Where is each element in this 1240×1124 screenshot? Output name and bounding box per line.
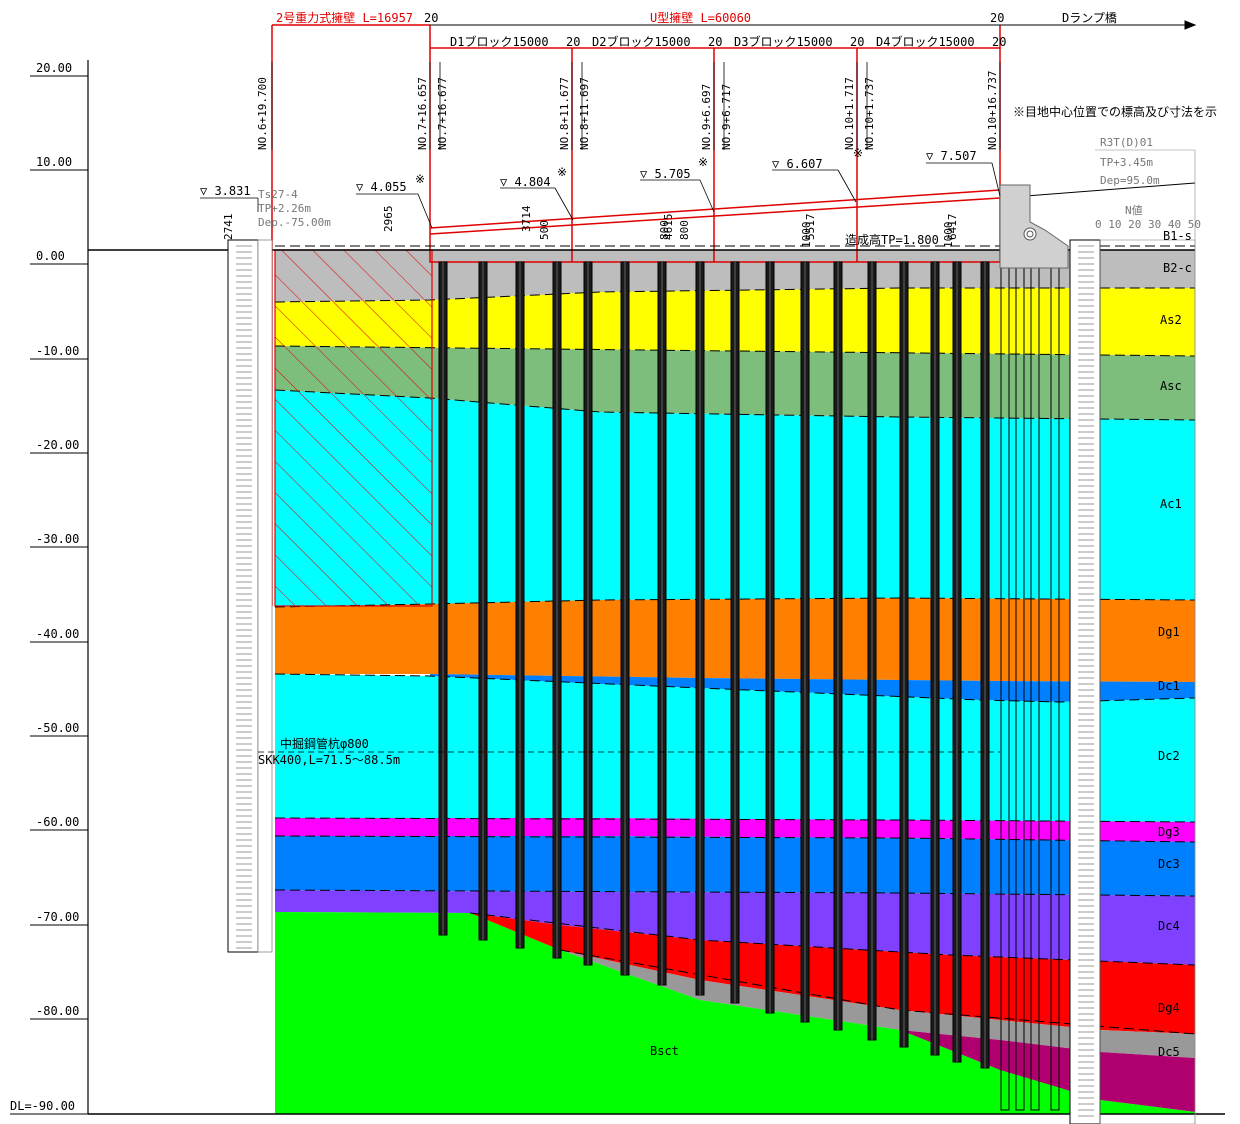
level-label: ▽ 4.055 <box>356 180 407 194</box>
layer-label: Dc5 <box>1158 1045 1180 1059</box>
height-dimension: 4615 <box>662 214 675 241</box>
layer-label: Dg1 <box>1158 625 1180 639</box>
gap-dimension-label: 20 <box>850 35 864 49</box>
station-label: NO.9+6.717 <box>720 84 733 150</box>
station-label: NO.8+11.677 <box>558 77 571 150</box>
station-label: NO.8+11.697 <box>578 77 591 150</box>
gravity-wall-label: 2号重力式擁壁 L=16957 <box>276 10 413 25</box>
station-label: NO.9+6.697 <box>700 84 713 150</box>
boring-log-left <box>227 239 273 953</box>
small-dimension: 500 <box>538 220 551 240</box>
gravity-wall-hatch <box>274 249 433 607</box>
level-label: ▽ 6.607 <box>772 157 823 171</box>
boring-log-right <box>1069 149 1196 1124</box>
datum-label: DL=-90.00 <box>10 1099 75 1113</box>
layer-label: Ac1 <box>1160 497 1182 511</box>
height-dimension: 3714 <box>520 205 533 232</box>
station-label: NO.10+16.737 <box>986 71 999 150</box>
layer-label: Dc4 <box>1158 919 1180 933</box>
ramp-label: Dランプ橋 <box>1062 11 1117 25</box>
station-label: NO.7+16.657 <box>416 77 429 150</box>
station-label: NO.10+1.737 <box>863 77 876 150</box>
elevation-label: -70.00 <box>36 910 79 924</box>
height-dimension: 5517 <box>804 214 817 241</box>
layer-label: Dc2 <box>1158 749 1180 763</box>
elevation-label: -60.00 <box>36 815 79 829</box>
elevation-label: 20.00 <box>36 61 72 75</box>
n-scale-label: 0 10 20 30 40 50 <box>1095 218 1201 231</box>
station-label: NO.6+19.700 <box>256 77 269 150</box>
boring-right-tp: TP+3.45m <box>1100 156 1153 169</box>
layer-bsct <box>275 912 1195 1114</box>
layer-dc5 <box>560 950 1195 1058</box>
layer-label: B2-c <box>1163 261 1192 275</box>
note-text: ※目地中心位置での標高及び寸法を示 <box>1013 104 1217 119</box>
gap-dimension-label: 20 <box>992 35 1006 49</box>
gap-dimension-label: 20 <box>990 11 1004 25</box>
u-wall-label: U型擁壁 L=60060 <box>650 10 751 25</box>
elevation-label: -50.00 <box>36 721 79 735</box>
station-label: NO.10+1.717 <box>843 77 856 150</box>
elevation-label: 0.00 <box>36 249 65 263</box>
n-value-label: N値 <box>1125 204 1143 217</box>
layer-purple-bottom <box>900 1030 1195 1112</box>
boring-right-name: R3T(D)01 <box>1100 136 1153 149</box>
boring-right-dep: Dep=95.0m <box>1100 174 1160 187</box>
level-label: ▽ 7.507 <box>926 149 977 163</box>
layer-label: Asc <box>1160 379 1182 393</box>
station-lines <box>271 62 1001 150</box>
elevation-label: 10.00 <box>36 155 72 169</box>
small-dimension: 1000 <box>942 222 955 249</box>
layer-label: Bsct <box>650 1044 679 1058</box>
station-label: NO.7+16.677 <box>436 77 449 150</box>
layer-label: B1-s <box>1163 229 1192 243</box>
layer-label: Dg3 <box>1158 825 1180 839</box>
boring-left-tp: TP+2.26m <box>258 202 311 215</box>
level-mark: ※ <box>415 172 425 186</box>
elevation-label: -10.00 <box>36 344 79 358</box>
level-label: ▽ 5.705 <box>640 167 691 181</box>
layer-label: Dc3 <box>1158 857 1180 871</box>
block-label: D1ブロック15000 <box>450 34 549 49</box>
level-label: ▽ 3.831 <box>200 184 251 198</box>
gap-dimension-label: 20 <box>424 11 438 25</box>
ground-level-label: 造成高TP=1.800 <box>845 232 939 247</box>
elevation-label: -80.00 <box>36 1004 79 1018</box>
boring-left-dep: Dep.-75.00m <box>258 216 331 229</box>
gap-dimension-label: 20 <box>566 35 580 49</box>
ramp-abutment <box>999 184 1069 269</box>
layer-label: Dg4 <box>1158 1001 1180 1015</box>
pile-spec-line2: SKK400,L=71.5～88.5m <box>258 753 400 767</box>
block-label: D4ブロック15000 <box>876 34 975 49</box>
level-mark: ※ <box>557 165 567 179</box>
elevation-label: -40.00 <box>36 627 79 641</box>
elevation-scale <box>10 60 89 1115</box>
elevation-label: -20.00 <box>36 438 79 452</box>
height-dimension: 2741 <box>222 214 235 241</box>
layer-label: As2 <box>1160 313 1182 327</box>
small-dimension: 1000 <box>800 222 813 249</box>
small-dimension: 800 <box>658 220 671 240</box>
block-label: D3ブロック15000 <box>734 34 833 49</box>
level-mark: ※ <box>853 146 863 160</box>
height-dimension: 2965 <box>382 206 395 233</box>
layer-dg4 <box>470 913 1195 1034</box>
layer-label: Dc1 <box>1158 679 1180 693</box>
gap-dimension-label: 20 <box>708 35 722 49</box>
pile-spec-line1: 中掘鋼管杭φ800 <box>280 736 369 751</box>
pile-group <box>438 261 1060 1111</box>
level-label: ▽ 4.804 <box>500 175 551 189</box>
boring-left-name: Ts27-4 <box>258 188 298 201</box>
level-mark: ※ <box>698 155 708 169</box>
elevation-label: -30.00 <box>36 532 79 546</box>
small-dimension: 800 <box>678 220 691 240</box>
height-dimension: 6417 <box>946 214 959 241</box>
block-label: D2ブロック15000 <box>592 34 691 49</box>
